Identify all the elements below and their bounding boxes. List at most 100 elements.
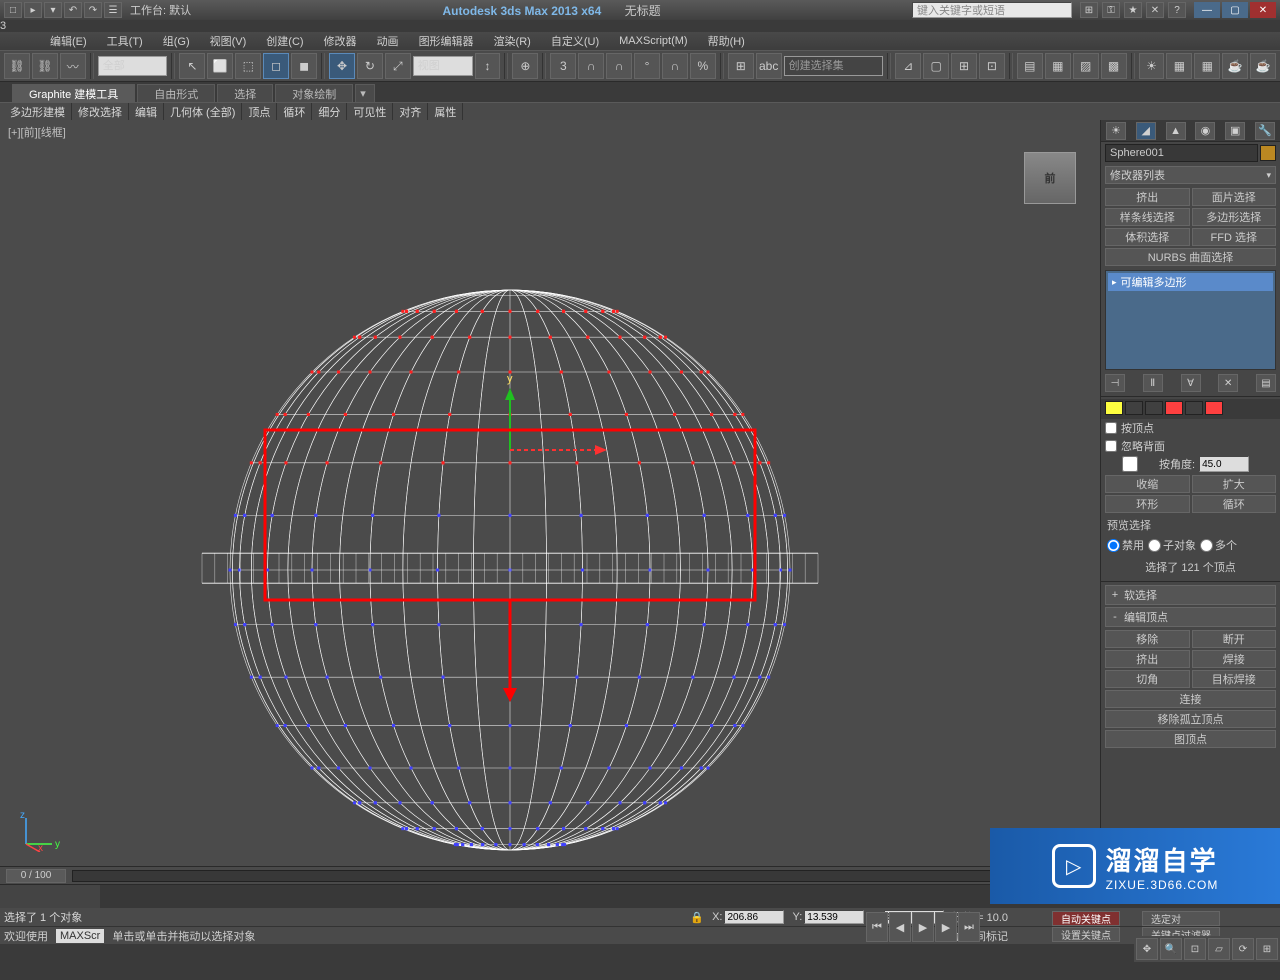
btn-ffd-sel[interactable]: FFD 选择 (1192, 228, 1277, 246)
menu-customize[interactable]: 自定义(U) (541, 33, 609, 49)
btn-chamfer[interactable]: 切角 (1105, 670, 1190, 688)
favorites-icon[interactable]: ★ (1124, 2, 1142, 18)
radio-multi[interactable]: 多个 (1200, 537, 1237, 553)
render-prod-icon[interactable]: ▦ (1166, 53, 1192, 79)
ribbon-tab-paint[interactable]: 对象绘制 (275, 84, 353, 102)
selection-filter[interactable]: 全部 (98, 56, 168, 76)
render-iter-icon[interactable]: ▦ (1194, 53, 1220, 79)
radio-disable[interactable]: 禁用 (1107, 537, 1144, 553)
btn-patch-sel[interactable]: 面片选择 (1192, 188, 1277, 206)
snap-3d-icon[interactable]: 3 (550, 53, 576, 79)
snap-pct-icon[interactable]: % (690, 53, 716, 79)
chk-by-vertex[interactable]: 按顶点 (1101, 419, 1280, 437)
pan-icon[interactable]: ✥ (1136, 938, 1158, 960)
chk-by-angle[interactable]: 按角度: (1101, 455, 1280, 473)
tab-motion-icon[interactable]: ◉ (1195, 122, 1215, 140)
ribbon-expand-icon[interactable]: ▾ (355, 84, 375, 102)
select-window-icon[interactable]: ◻ (263, 53, 289, 79)
ribbon-loops[interactable]: 循环 (277, 103, 312, 120)
maxscript-listener[interactable]: MAXScr (56, 929, 104, 943)
scale-icon[interactable]: ⤢ (385, 53, 411, 79)
btn-map-vert[interactable]: 图顶点 (1105, 730, 1276, 748)
menu-modifiers[interactable]: 修改器 (314, 33, 367, 49)
fov-icon[interactable]: ▱ (1208, 938, 1230, 960)
lock-icon[interactable]: 🔒 (690, 911, 704, 924)
teapot1-icon[interactable]: ☕ (1222, 53, 1248, 79)
make-unique-icon[interactable]: ∀ (1181, 374, 1201, 392)
viewport[interactable]: [+][前][线框] 前 y z y x (0, 120, 1100, 866)
ribbon-edit[interactable]: 编辑 (129, 103, 164, 120)
select-manipulate-icon[interactable]: ⊕ (512, 53, 538, 79)
chk-ignore-backface[interactable]: 忽略背面 (1101, 437, 1280, 455)
abc-icon[interactable]: abc (756, 53, 782, 79)
radio-subobj[interactable]: 子对象 (1148, 537, 1196, 553)
menu-view[interactable]: 视图(V) (200, 33, 257, 49)
ribbon-tab-selection[interactable]: 选择 (217, 84, 273, 102)
btn-vol-sel[interactable]: 体积选择 (1105, 228, 1190, 246)
snap-angle-icon[interactable]: ∩ (578, 53, 604, 79)
select-crossing-icon[interactable]: ◼ (291, 53, 317, 79)
btn-ring[interactable]: 环形 (1105, 495, 1190, 513)
rollout-edit-vertices[interactable]: 编辑顶点 (1105, 607, 1276, 627)
named-sel-icon[interactable]: ⊞ (728, 53, 754, 79)
menu-edit[interactable]: 编辑(E) (40, 33, 97, 49)
show-result-icon[interactable]: Ⅱ (1143, 374, 1163, 392)
menu-tools[interactable]: 工具(T) (97, 33, 153, 49)
ribbon-subdiv[interactable]: 细分 (312, 103, 347, 120)
link-icon[interactable]: ⛓ (4, 53, 30, 79)
minimize-icon[interactable]: — (1194, 2, 1220, 18)
pin-stack-icon[interactable]: ⊣ (1105, 374, 1125, 392)
tab-hierarchy-icon[interactable]: ▲ (1166, 122, 1186, 140)
snap-percent-icon[interactable]: ∩ (606, 53, 632, 79)
zoom-icon[interactable]: 🔍 (1160, 938, 1182, 960)
tab-create-icon[interactable]: ☀ (1106, 122, 1126, 140)
object-color-swatch[interactable] (1260, 145, 1276, 161)
tab-utilities-icon[interactable]: 🔧 (1255, 122, 1275, 140)
rollout-soft-selection[interactable]: 软选择 (1105, 585, 1276, 605)
ribbon-geometry[interactable]: 几何体 (全部) (164, 103, 242, 120)
subobj-border-icon[interactable] (1145, 401, 1163, 415)
btn-remove-iso[interactable]: 移除孤立顶点 (1105, 710, 1276, 728)
qat-redo-icon[interactable]: ↷ (84, 2, 102, 18)
snap-spinner-icon[interactable]: ∩ (662, 53, 688, 79)
move-icon[interactable]: ✥ (329, 53, 355, 79)
remove-mod-icon[interactable]: ✕ (1218, 374, 1238, 392)
help-icon[interactable]: ? (1168, 2, 1186, 18)
subobj-vertex-icon[interactable] (1105, 401, 1123, 415)
select-name-icon[interactable]: ⬜ (207, 53, 233, 79)
material-editor-icon[interactable]: ▨ (1073, 53, 1099, 79)
qat-open-icon[interactable]: ▸ (24, 2, 42, 18)
tab-display-icon[interactable]: ▣ (1225, 122, 1245, 140)
sel-display-button[interactable]: 选定对 (1142, 911, 1220, 926)
unlink-icon[interactable]: ⛓ (32, 53, 58, 79)
mirror-icon[interactable]: ⊿ (895, 53, 921, 79)
scene-explorer-icon[interactable]: ⊡ (979, 53, 1005, 79)
configure-icon[interactable]: ▤ (1256, 374, 1276, 392)
play-icon[interactable]: ▶ (912, 912, 934, 942)
btn-shrink[interactable]: 收缩 (1105, 475, 1190, 493)
coord-x-input[interactable] (724, 910, 784, 924)
ribbon-vertices[interactable]: 顶点 (242, 103, 277, 120)
infocenter-icon[interactable]: ⊞ (1080, 2, 1098, 18)
close-icon[interactable]: ✕ (1250, 2, 1276, 18)
pivot-icon[interactable]: ↕ (475, 53, 501, 79)
orbit-icon[interactable]: ⟳ (1232, 938, 1254, 960)
render-frame-icon[interactable]: ☀ (1139, 53, 1165, 79)
rotate-icon[interactable]: ↻ (357, 53, 383, 79)
zoom-extents-icon[interactable]: ⊡ (1184, 938, 1206, 960)
curve-editor-icon[interactable]: ▤ (1017, 53, 1043, 79)
snap-deg-icon[interactable]: ° (634, 53, 660, 79)
menu-render[interactable]: 渲染(R) (484, 33, 541, 49)
layer-mgr-icon[interactable]: ⊞ (951, 53, 977, 79)
teapot2-icon[interactable]: ☕ (1250, 53, 1276, 79)
subobj-poly-icon[interactable] (1165, 401, 1183, 415)
btn-spline-sel[interactable]: 样条线选择 (1105, 208, 1190, 226)
btn-extrude2[interactable]: 挤出 (1105, 650, 1190, 668)
signin-icon[interactable]: ⚿ (1102, 2, 1120, 18)
menu-graph[interactable]: 图形编辑器 (409, 33, 484, 49)
align-icon[interactable]: ▢ (923, 53, 949, 79)
app-logo-icon[interactable]: 3 (0, 20, 1280, 32)
next-frame-icon[interactable]: ▶ (935, 912, 957, 942)
exchange-icon[interactable]: ✕ (1146, 2, 1164, 18)
btn-break[interactable]: 断开 (1192, 630, 1277, 648)
